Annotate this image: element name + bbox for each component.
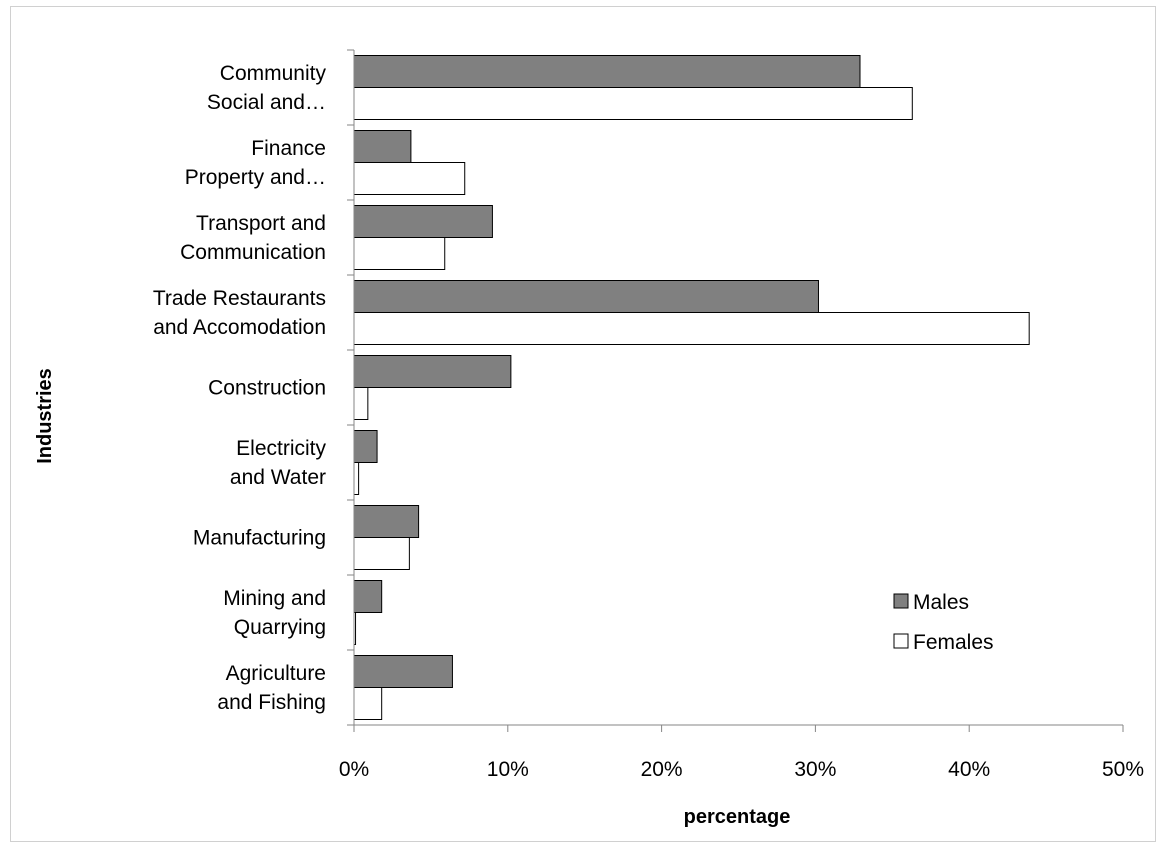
- x-tick-label-5: 50%: [1102, 758, 1144, 781]
- category-label-line: Electricity: [236, 437, 326, 460]
- bar-females-6: [353, 537, 410, 570]
- bar-females-0: [353, 87, 913, 120]
- bar-chart: Community Social and… Finance Property and……: [34, 49, 1144, 828]
- bar-males-7: [353, 580, 383, 613]
- legend-label-males: Males: [913, 591, 969, 614]
- y-axis-title: Industries: [34, 368, 56, 464]
- legend-item-males: Males: [893, 591, 969, 614]
- x-axis-title: percentage: [684, 806, 791, 828]
- category-label-line: Property and…: [185, 166, 326, 189]
- bar-males-2: [353, 205, 493, 238]
- category-label-3: Trade Restaurants and Accomodation: [153, 287, 326, 339]
- legend: Males Females: [893, 591, 994, 654]
- category-label-line: Transport and: [196, 212, 326, 235]
- bar-males-6: [353, 505, 420, 538]
- category-label-7: Mining and Quarrying: [223, 587, 326, 639]
- category-label-line: Quarrying: [234, 616, 326, 639]
- x-tick-label-4: 40%: [948, 758, 990, 781]
- chart-frame: Community Social and… Finance Property and……: [10, 6, 1156, 842]
- legend-label-females: Females: [913, 631, 994, 654]
- legend-item-females: Females: [893, 631, 994, 654]
- bar-females-3: [353, 312, 1030, 345]
- category-label-6: Manufacturing: [193, 527, 326, 550]
- category-label-4: Construction: [208, 377, 326, 400]
- category-label-8: Agriculture and Fishing: [217, 662, 326, 714]
- bars-layer: [353, 55, 1030, 720]
- category-label-line: Community: [220, 62, 327, 85]
- labels-layer: Community Social and… Finance Property and……: [153, 62, 1144, 781]
- bar-females-8: [353, 687, 383, 720]
- bar-males-8: [353, 655, 453, 688]
- category-label-1: Finance Property and…: [185, 137, 326, 189]
- legend-swatch-females: [893, 633, 909, 649]
- bar-females-2: [353, 237, 446, 270]
- category-label-line: Trade Restaurants: [153, 287, 326, 310]
- category-label-line: and Fishing: [217, 691, 326, 714]
- category-label-line: Mining and: [223, 587, 326, 610]
- category-label-line: Social and…: [207, 91, 326, 114]
- legend-swatch-males: [893, 593, 909, 609]
- bar-females-1: [353, 162, 466, 195]
- bar-females-4: [353, 387, 369, 420]
- bar-males-1: [353, 130, 412, 163]
- axes-layer: [347, 49, 1124, 732]
- bar-males-3: [353, 280, 819, 313]
- bar-males-5: [353, 430, 378, 463]
- category-label-line: Agriculture: [226, 662, 326, 685]
- bar-males-4: [353, 355, 512, 388]
- category-label-line: Communication: [180, 241, 326, 264]
- bar-females-5: [353, 462, 360, 495]
- bar-males-0: [353, 55, 861, 88]
- category-label-line: and Accomodation: [153, 316, 326, 339]
- category-label-5: Electricity and Water: [230, 437, 327, 489]
- x-tick-label-0: 0%: [339, 758, 369, 781]
- category-label-2: Transport and Communication: [180, 212, 326, 264]
- category-label-line: and Water: [230, 466, 326, 489]
- category-label-line: Construction: [208, 377, 326, 400]
- category-label-0: Community Social and…: [207, 62, 327, 114]
- x-tick-label-2: 20%: [641, 758, 683, 781]
- category-label-line: Manufacturing: [193, 527, 326, 550]
- x-tick-label-3: 30%: [794, 758, 836, 781]
- category-label-line: Finance: [251, 137, 326, 160]
- x-tick-label-1: 10%: [487, 758, 529, 781]
